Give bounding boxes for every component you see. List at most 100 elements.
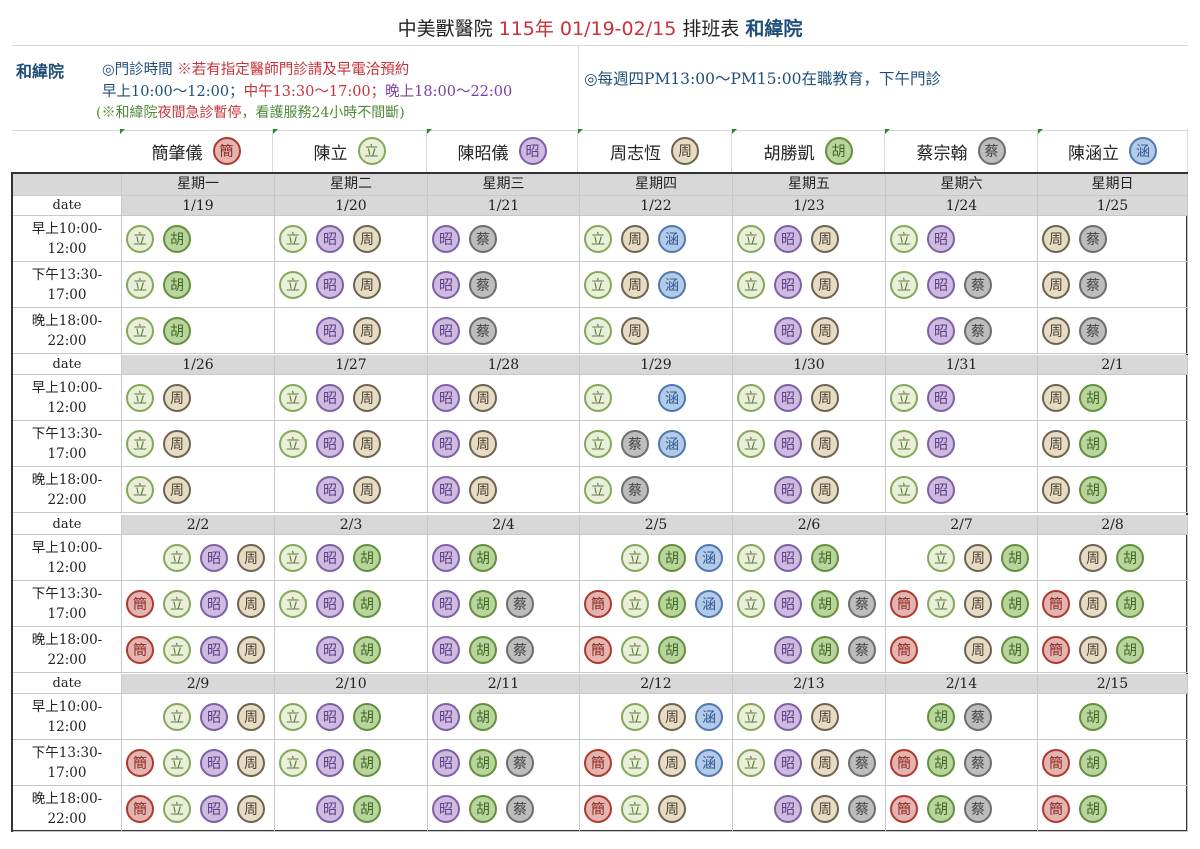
shift-time-label: 早上10:00- — [31, 379, 103, 396]
date-value: 2/2 — [186, 517, 210, 533]
schedule-cell: 立昭胡 — [275, 581, 428, 627]
date-cell: 1/23 — [733, 196, 886, 216]
schedule-cell: 簡立昭周 — [122, 740, 275, 786]
staff-slot: 昭 — [432, 543, 469, 573]
staff-li-icon: 立 — [279, 748, 307, 777]
staff-li-icon: 立 — [890, 224, 918, 253]
date-value: 1/25 — [1096, 198, 1129, 214]
staff-cai-icon: 蔡 — [621, 429, 649, 458]
staff-zhao-icon: 昭 — [774, 475, 802, 504]
staff-slot: 昭 — [316, 270, 353, 300]
date-value: 1/26 — [182, 357, 214, 373]
staff-slot: 昭 — [774, 702, 811, 732]
staff-slot: 立 — [279, 589, 316, 619]
schedule-cell: 昭胡 — [428, 535, 580, 581]
staff-slot: 涵 — [695, 702, 732, 732]
staff-slot — [737, 475, 774, 505]
shift-label-cell: 下午13:30- 17:00 — [13, 262, 122, 308]
shift-time-label: 12:00 — [47, 559, 87, 576]
staff-slots: 立昭周 — [737, 421, 848, 466]
schedule-cell: 胡 — [1038, 694, 1188, 740]
staff-li-icon: 立 — [126, 270, 154, 299]
staff-li-icon: 立 — [737, 589, 765, 618]
staff-li-icon: 立 — [737, 224, 765, 253]
staff-slots: 立昭周 — [737, 216, 848, 261]
staff-slot: 立 — [584, 270, 621, 300]
staff-slot: 涵 — [695, 589, 732, 619]
date-row-label: date — [13, 515, 122, 535]
staff-zhou-icon: 周 — [1042, 429, 1070, 458]
staff-hu-icon: 胡 — [1001, 635, 1029, 664]
staff-slot: 昭 — [927, 270, 964, 300]
staff-slot: 周 — [811, 702, 848, 732]
date-value: 1/22 — [640, 198, 672, 214]
staff-slot: 胡 — [469, 702, 506, 732]
staff-slots: 立昭周 — [279, 216, 390, 261]
staff-zhao-icon: 昭 — [200, 702, 228, 731]
date-value: 2/9 — [186, 676, 210, 692]
staff-slot: 昭 — [432, 702, 469, 732]
staff-slot: 周 — [811, 224, 848, 254]
date-value: 1/29 — [640, 357, 672, 373]
date-cell: 2/7 — [886, 515, 1038, 535]
staff-slots: 周蔡 — [1042, 216, 1116, 261]
date-cell: 2/14 — [886, 674, 1038, 694]
staff-hu-icon: 胡 — [353, 702, 381, 731]
shift-label-cell: 晚上18:00- 22:00 — [13, 627, 122, 673]
staff-li-icon: 立 — [163, 702, 191, 731]
schedule-cell: 周胡 — [1038, 535, 1188, 581]
shift-label-cell: 早上10:00- 12:00 — [13, 535, 122, 581]
staff-slot: 昭 — [316, 224, 353, 254]
staff-slots: 昭周 — [432, 421, 506, 466]
staff-slot: 周 — [964, 589, 1001, 619]
night-note-c: ，看護服務24小時不間斷) — [241, 105, 405, 121]
staff-slot: 胡 — [1116, 543, 1153, 573]
title-period: 115年 01/19-02/15 — [498, 18, 677, 40]
staff-han-icon: 涵 — [658, 270, 686, 299]
staff-li-icon: 立 — [357, 137, 386, 165]
staff-li-icon: 立 — [163, 589, 191, 618]
schedule-cell: 立昭 — [886, 421, 1038, 467]
staff-slot: 蔡 — [469, 270, 506, 300]
schedule-cell: 昭周蔡 — [733, 786, 886, 832]
staff-slot: 立 — [584, 475, 621, 505]
staff-slot: 周 — [811, 429, 848, 459]
staff-li-icon: 立 — [621, 794, 649, 823]
date-value: 2/1 — [1101, 357, 1124, 373]
schedule-cell: 立昭周 — [122, 535, 275, 581]
staff-slot: 涵 — [658, 224, 695, 254]
staff-slot: 蔡 — [621, 429, 658, 459]
staff-zhao-icon: 昭 — [774, 316, 802, 345]
staff-slots: 立周涵 — [584, 216, 695, 261]
staff-slot: 立 — [621, 794, 658, 824]
staff-han-icon: 涵 — [1129, 137, 1157, 165]
staff-slot: 昭 — [774, 748, 811, 778]
staff-slot: 胡 — [163, 316, 200, 346]
staff-slot: 立 — [279, 383, 316, 413]
staff-slot: 昭 — [432, 748, 469, 778]
branch-name: 和緯院 — [16, 62, 65, 81]
page-title: 中美獸醫院 115年 01/19-02/15 排班表 和緯院 — [12, 14, 1188, 44]
doctor-name: 簡肇儀 — [151, 143, 203, 164]
staff-slots: 立周 — [584, 308, 658, 353]
staff-slots: 立周 — [126, 375, 200, 420]
schedule-cell: 昭胡蔡 — [428, 627, 580, 673]
corner-marker — [885, 129, 890, 134]
staff-hu-icon: 胡 — [1079, 702, 1107, 731]
staff-cai-icon: 蔡 — [848, 589, 876, 618]
staff-jian-icon: 簡 — [584, 794, 612, 823]
staff-li-icon: 立 — [279, 429, 307, 458]
staff-slot: 立 — [890, 383, 927, 413]
staff-slot: 昭 — [200, 543, 237, 573]
staff-han-icon: 涵 — [695, 748, 723, 777]
staff-zhao-icon: 昭 — [774, 748, 802, 777]
staff-slot: 昭 — [316, 635, 353, 665]
schedule-cell: 簡立周 — [580, 786, 733, 832]
staff-zhao-icon: 昭 — [432, 270, 460, 299]
staff-slot: 蔡 — [506, 794, 543, 824]
staff-jian-icon: 簡 — [1042, 748, 1070, 777]
staff-zhou-icon: 周 — [964, 635, 992, 664]
staff-slot: 昭 — [316, 543, 353, 573]
staff-zhao-icon: 昭 — [432, 702, 460, 731]
staff-zhao-icon: 昭 — [200, 635, 228, 664]
